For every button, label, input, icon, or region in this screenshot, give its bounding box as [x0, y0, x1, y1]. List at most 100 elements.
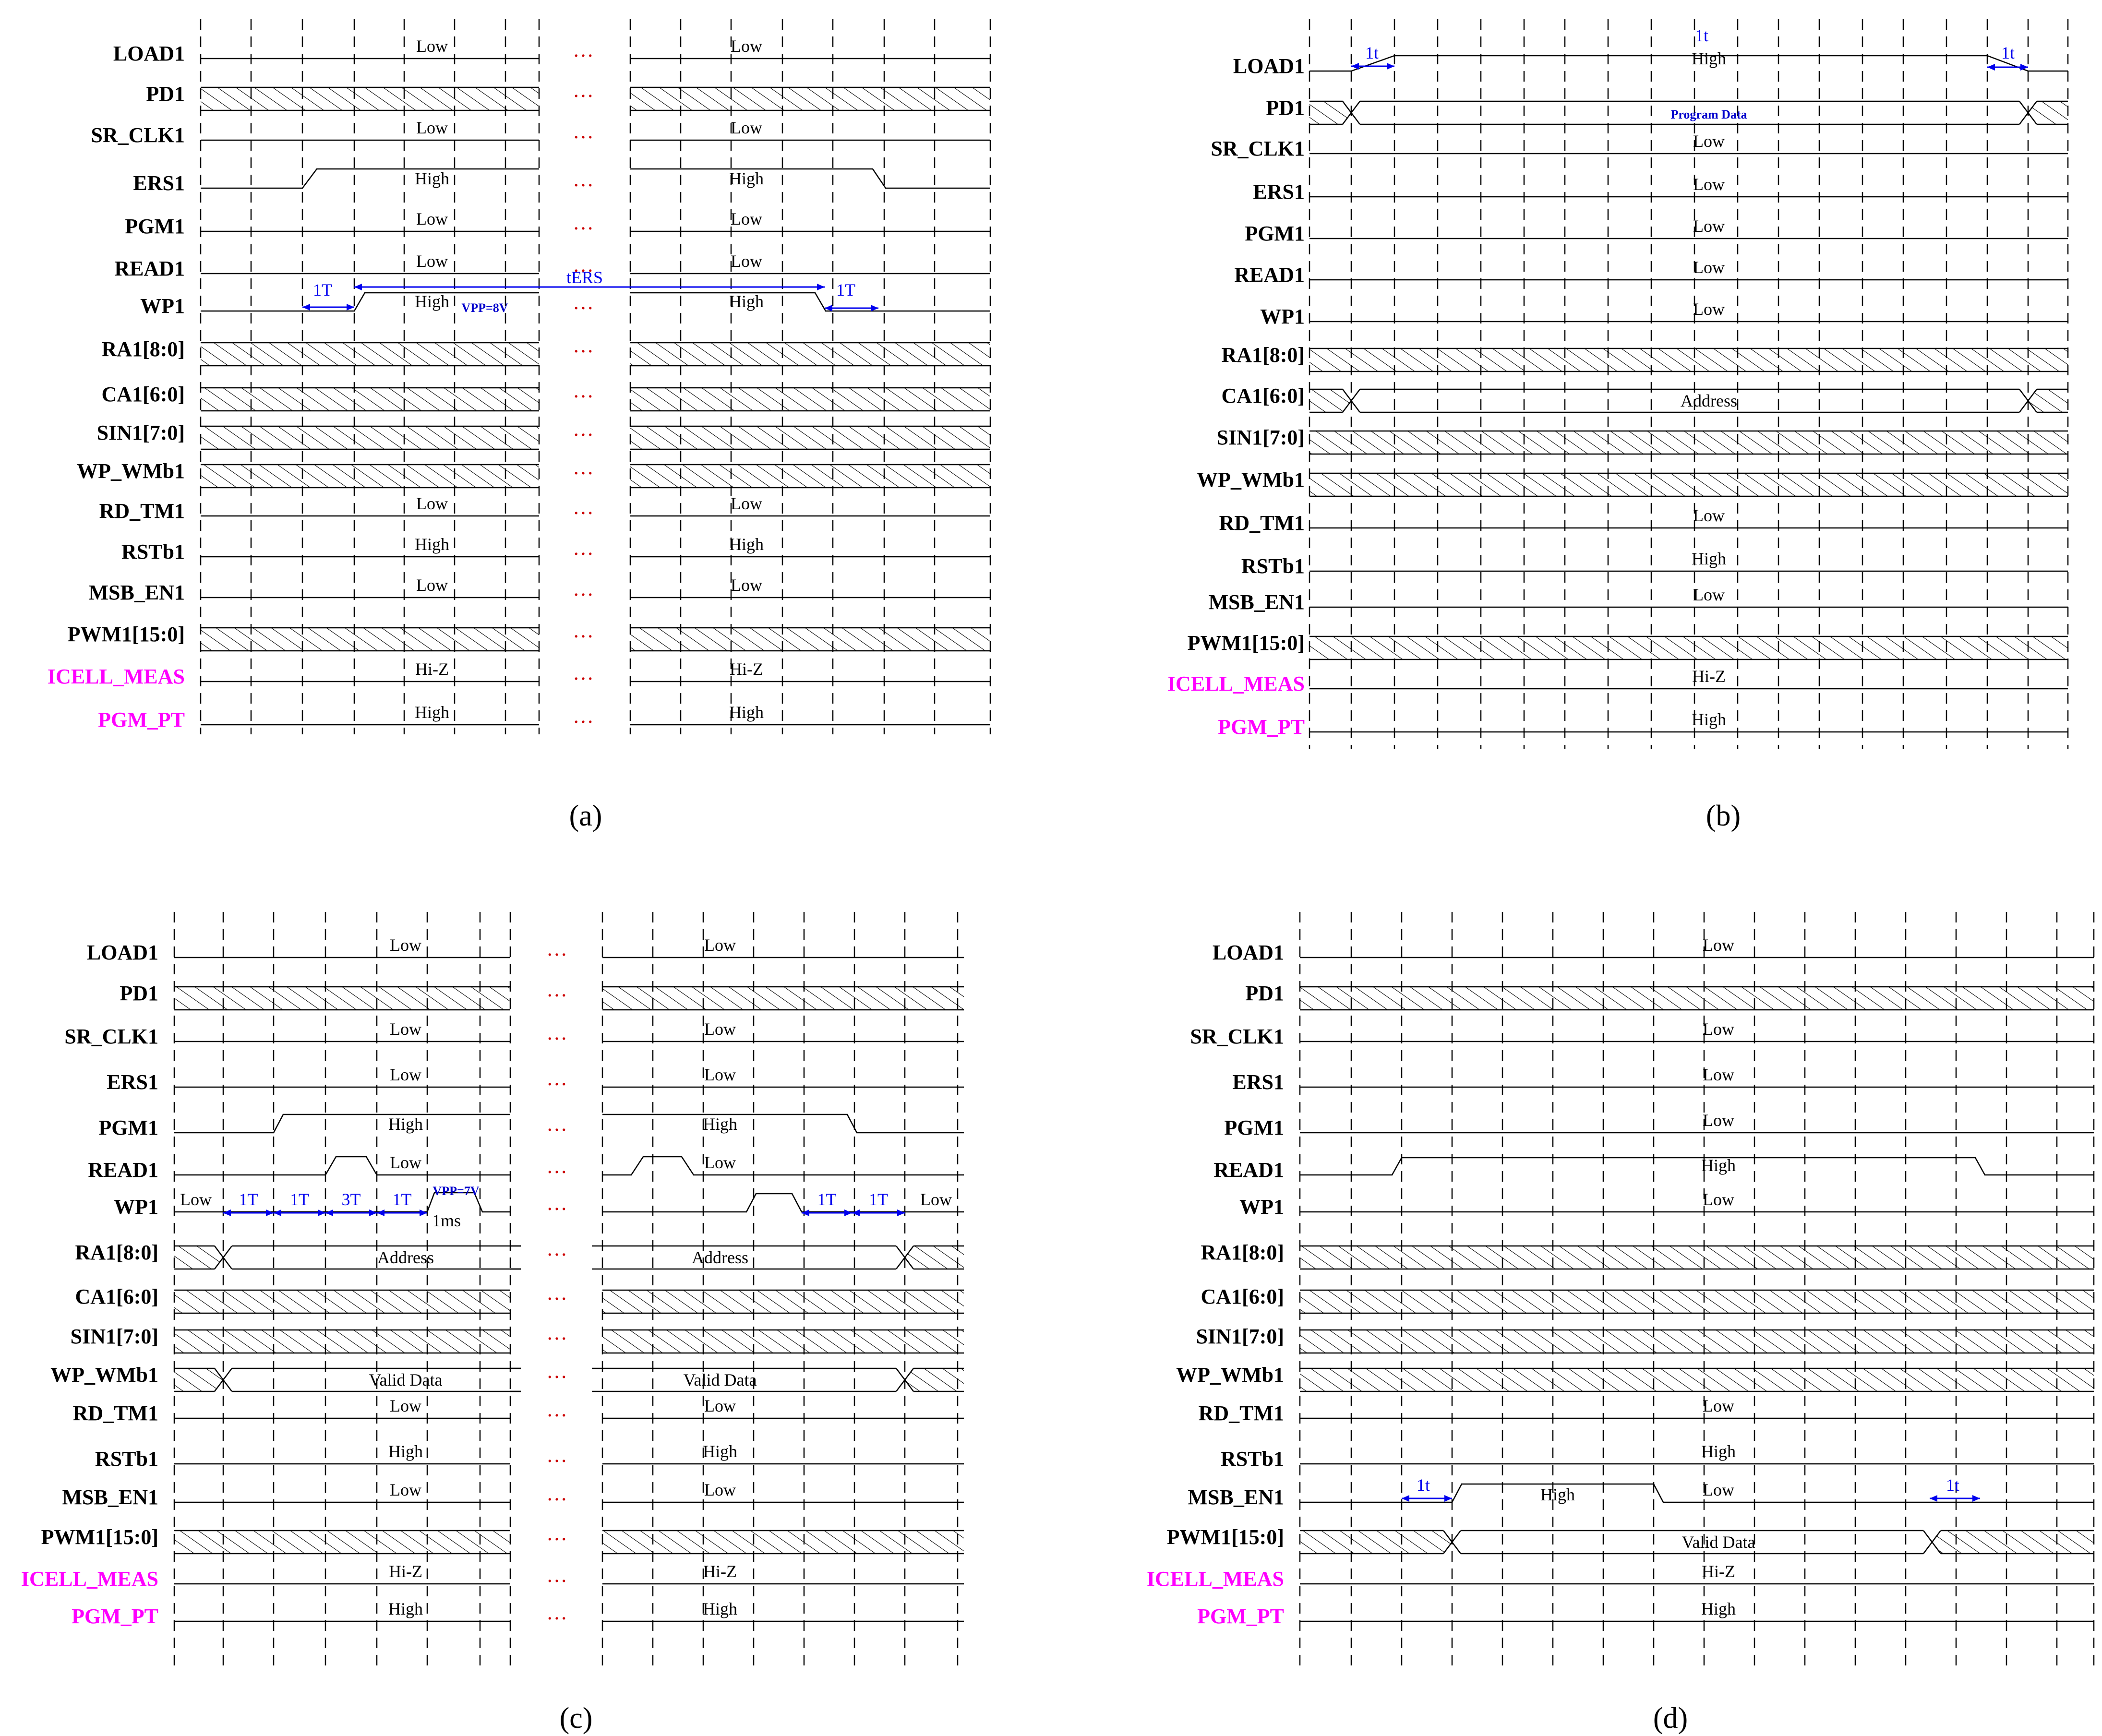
annot: 1T	[290, 1190, 309, 1209]
level-label: Low	[416, 36, 448, 56]
signal-label-1: PD1	[1266, 96, 1305, 120]
annot: 1T	[313, 280, 332, 299]
ellipsis-16: …	[546, 1601, 567, 1624]
ellipsis-12: …	[546, 1443, 567, 1467]
panel-caption-c: (c)	[560, 1702, 593, 1735]
panel-caption-a: (a)	[569, 800, 602, 832]
bus-14	[630, 627, 990, 652]
level-label: Low	[390, 1019, 421, 1039]
signal-label-12: RSTb1	[95, 1447, 158, 1471]
signal-label-7: RA1[8:0]	[1201, 1241, 1284, 1264]
signal-label-14: PWM1[15:0]	[68, 623, 185, 646]
span	[852, 1209, 905, 1216]
ellipsis-4: …	[573, 211, 594, 234]
bus-9	[1300, 1329, 2094, 1354]
signal-label-14: PWM1[15:0]	[41, 1525, 158, 1549]
signal-label-13: MSB_EN1	[1209, 590, 1305, 614]
signal-label-3: ERS1	[107, 1070, 158, 1094]
signal-label-8: CA1[6:0]	[75, 1285, 158, 1308]
level-label: Low	[1703, 1396, 1734, 1415]
signal-label-2: SR_CLK1	[1211, 137, 1305, 160]
ellipsis-6: …	[546, 1191, 567, 1215]
level-label: Hi-Z	[415, 659, 449, 679]
ellipsis-12: …	[573, 536, 594, 560]
ellipsis-14: …	[573, 619, 594, 642]
level-label: High	[1540, 1485, 1575, 1504]
bus-8	[1300, 1289, 2094, 1314]
level-label: High	[1692, 49, 1726, 68]
signal-label-3: ERS1	[133, 171, 185, 195]
signal-label-4: PGM1	[1224, 1116, 1284, 1139]
bus-7	[1300, 1245, 2094, 1270]
level-label: High	[388, 1442, 423, 1461]
signal-label-2: SR_CLK1	[91, 123, 185, 147]
level-label: Low	[390, 1065, 421, 1084]
signal-label-6: WP1	[114, 1195, 158, 1219]
ellipsis-3: …	[573, 168, 594, 191]
ellipsis-6: …	[573, 290, 594, 314]
signal-label-15: ICELL_MEAS	[48, 665, 185, 688]
ellipsis-0: …	[546, 937, 567, 960]
bus-14	[201, 627, 539, 652]
level-label: Low	[1693, 175, 1725, 194]
signal-label-2: SR_CLK1	[1190, 1025, 1284, 1048]
level-label: Low	[1693, 585, 1725, 604]
level-label: Low	[416, 251, 448, 271]
annot: 1ms	[432, 1211, 461, 1230]
level-label: Low	[704, 935, 736, 955]
annot: 1t	[1695, 26, 1708, 45]
level-label: High	[729, 292, 764, 311]
signal-label-8: CA1[6:0]	[1201, 1285, 1284, 1308]
level-label: Low	[704, 1019, 736, 1039]
level-label: Hi-Z	[703, 1562, 737, 1581]
level-label: Valid Data	[369, 1370, 443, 1389]
ellipsis-11: …	[546, 1398, 567, 1421]
signal-label-5: READ1	[88, 1158, 158, 1182]
bus-14	[1309, 635, 2068, 660]
panel-d: LOAD1 Low PD1 SR_CLK1 Low ERS1 Low PGM1 Low READ1…	[1147, 912, 2095, 1735]
panel-a: LOAD1 Low Low … PD1 … SR_CLK1 Low Low … ERS1 High Hi…	[48, 19, 991, 832]
annot: 1t	[1946, 1475, 1959, 1495]
level-label: Hi-Z	[389, 1562, 422, 1581]
bus-8	[201, 387, 539, 412]
signal-label-16: PGM_PT	[98, 708, 185, 731]
ellipsis-5: …	[546, 1154, 567, 1178]
level-label: High	[388, 1114, 423, 1134]
signal-label-7: RA1[8:0]	[75, 1241, 158, 1264]
level-label: Hi-Z	[1702, 1562, 1735, 1581]
ellipsis-1: …	[546, 978, 567, 1001]
ellipsis-5: …	[573, 253, 594, 276]
signal-label-7: RA1[8:0]	[101, 337, 185, 361]
level-label: Low	[390, 1153, 421, 1172]
level-label: Low	[416, 575, 448, 595]
annot: 1T	[393, 1190, 412, 1209]
level-label: High	[1701, 1156, 1736, 1175]
signal-label-14: PWM1[15:0]	[1167, 1525, 1284, 1549]
annot: VPP=7V	[432, 1184, 479, 1198]
level-label: Low	[416, 118, 448, 137]
signal-label-16: PGM_PT	[1197, 1604, 1284, 1628]
signal-label-6: WP1	[1260, 305, 1305, 328]
level-label: Low	[390, 1480, 421, 1499]
ellipsis-14: …	[546, 1521, 567, 1545]
span-1t	[1987, 64, 2028, 71]
bus-9	[630, 425, 990, 450]
signal-label-13: MSB_EN1	[62, 1485, 158, 1509]
signal-label-6: WP1	[140, 294, 185, 318]
level-label: High	[703, 1442, 737, 1461]
ellipsis-10: …	[573, 455, 594, 479]
bus-valid-7	[592, 1245, 964, 1270]
signal-label-8: CA1[6:0]	[101, 383, 185, 406]
bus-valid-7	[174, 1245, 521, 1270]
level-label: High	[1701, 1599, 1736, 1618]
annot: 1T	[836, 280, 855, 299]
level-label: Low	[416, 209, 448, 228]
bus-9	[201, 425, 539, 450]
level-label: Low	[731, 36, 762, 56]
annot: 3T	[342, 1190, 361, 1209]
signal-label-6: WP1	[1239, 1195, 1284, 1219]
wave-wp1	[602, 1193, 964, 1213]
ellipsis-1: …	[573, 78, 594, 102]
signal-label-12: RSTb1	[1221, 1447, 1284, 1471]
signal-label-10: WP_WMb1	[1176, 1363, 1284, 1387]
